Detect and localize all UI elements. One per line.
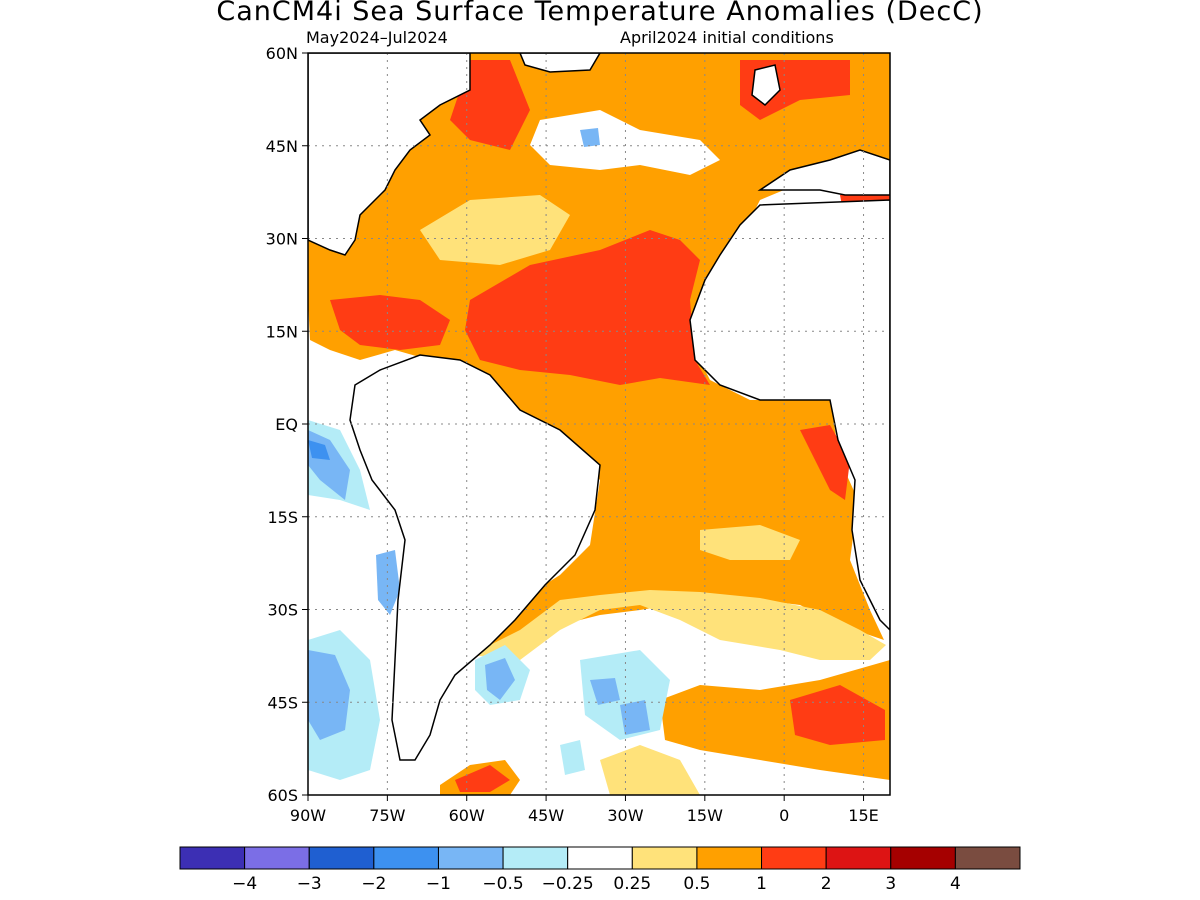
south-america-land xyxy=(349,354,601,761)
colorbar-swatch xyxy=(696,846,763,870)
colorbar-swatch xyxy=(631,846,698,870)
anomaly-region-subpolar-blue xyxy=(580,128,600,147)
british-isles-land xyxy=(751,64,781,106)
lat-tick-label: EQ xyxy=(275,415,298,434)
anomaly-region-sw-pacific-blue xyxy=(308,650,350,740)
lon-tick-label: 90W xyxy=(290,806,326,825)
anomaly-region-s-atlantic-blue xyxy=(485,658,515,700)
forecast-period: May2024–Jul2024 xyxy=(306,28,448,47)
anomaly-region-south-yellow-3 xyxy=(700,525,800,560)
colorbar-label: −2 xyxy=(361,874,386,894)
colorbar-swatch xyxy=(308,846,375,870)
anomaly-region-pacific-blue-dark xyxy=(308,440,330,460)
colorbar-swatch xyxy=(437,846,504,870)
anomaly-region-gulf-red xyxy=(330,295,450,350)
lat-tick-label: 45S xyxy=(267,693,298,712)
lat-tick-label: 60N xyxy=(266,44,298,63)
colorbar-swatch xyxy=(179,846,246,870)
colorbar-label: 4 xyxy=(950,874,961,894)
colorbar: −4 −3 −2 −1 −0.5 −0.25 0.25 0.5 1 2 3 4 xyxy=(179,846,1021,894)
anomaly-region-midlat-yellow xyxy=(420,195,570,265)
colorbar-label: −0.25 xyxy=(542,874,594,894)
colorbar-swatch xyxy=(825,846,892,870)
colorbar-swatch xyxy=(761,846,827,870)
colorbar-label: −0.5 xyxy=(482,874,523,894)
lon-tick-label: 15W xyxy=(687,806,723,825)
colorbar-label: 0.5 xyxy=(683,874,710,894)
anomaly-region-south-red xyxy=(790,685,885,745)
anomaly-region-subpolar-white xyxy=(530,110,720,175)
anomaly-region-benguela-red xyxy=(800,425,850,500)
lon-tick-label: 30W xyxy=(607,806,643,825)
lat-tick-label: 15N xyxy=(266,322,298,341)
lat-tick-label: 60S xyxy=(267,786,298,805)
north-america-land xyxy=(308,53,471,256)
anomaly-region-south-red-2 xyxy=(455,765,510,792)
colorbar-label: 2 xyxy=(821,874,832,894)
colorbar-label: 3 xyxy=(885,874,896,894)
colorbar-label: −4 xyxy=(232,874,257,894)
anomaly-region-chile-blue xyxy=(376,550,400,615)
longitude-axis: 90W 75W 60W 45W 30W 15W 0 15E xyxy=(290,795,879,825)
anomaly-region-s-atlantic-lightblue-3 xyxy=(560,740,585,775)
lat-tick-label: 30N xyxy=(266,230,298,249)
colorbar-label: −1 xyxy=(426,874,451,894)
map-field xyxy=(308,53,890,795)
colorbar-label: −3 xyxy=(297,874,322,894)
greenland-land xyxy=(519,53,601,73)
lat-tick-label: 15S xyxy=(267,508,298,527)
colorbar-swatch xyxy=(373,846,439,870)
africa-land xyxy=(689,199,890,632)
colorbar-swatch xyxy=(890,846,956,870)
anomaly-region-s-atlantic-blue-3 xyxy=(620,700,650,735)
anomaly-region-tropical-red xyxy=(465,230,710,385)
colorbar-label: 1 xyxy=(756,874,767,894)
anomaly-region-s-atlantic-blue-2 xyxy=(590,678,620,705)
colorbar-swatch xyxy=(244,846,310,870)
lon-tick-label: 0 xyxy=(779,806,789,825)
lon-tick-label: 75W xyxy=(369,806,405,825)
lon-tick-label: 15E xyxy=(848,806,878,825)
lat-tick-label: 30S xyxy=(267,601,298,620)
europe-land xyxy=(757,149,890,196)
lon-tick-label: 45W xyxy=(528,806,564,825)
colorbar-label: 0.25 xyxy=(613,874,651,894)
anomaly-region-south-yellow xyxy=(470,590,886,660)
map-title: CanCM4i Sea Surface Temperature Anomalie… xyxy=(216,0,984,27)
colorbar-swatch xyxy=(567,846,633,870)
initial-conditions: April2024 initial conditions xyxy=(620,28,834,47)
latitude-axis: 60N 45N 30N 15N EQ 15S 30S 45S 60S xyxy=(266,44,308,805)
colorbar-swatch xyxy=(954,846,1021,870)
gridlines xyxy=(308,53,890,795)
lat-tick-label: 45N xyxy=(266,137,298,156)
colorbar-swatch xyxy=(502,846,569,870)
lon-tick-label: 60W xyxy=(449,806,485,825)
